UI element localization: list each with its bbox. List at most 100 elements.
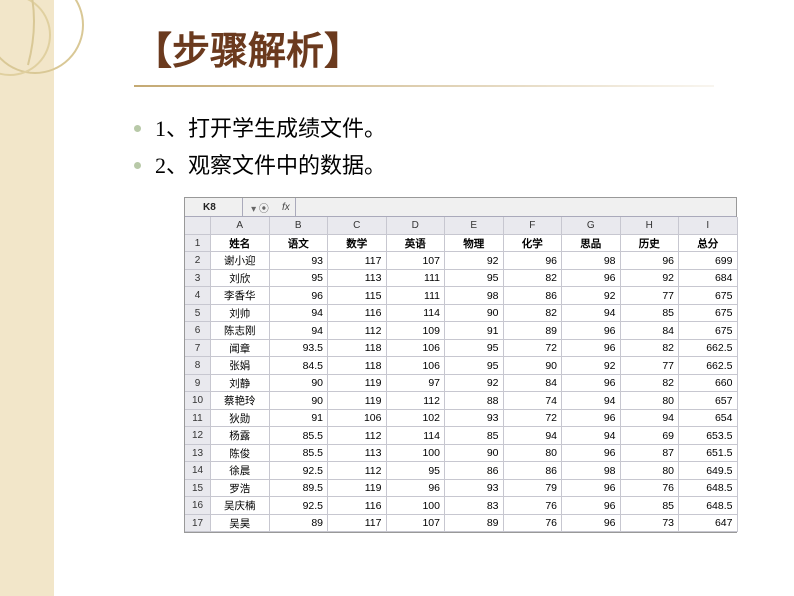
table-header-cell[interactable]: 英语 <box>387 235 446 253</box>
score-cell[interactable]: 92 <box>445 252 504 270</box>
row-header-8[interactable]: 8 <box>185 357 211 375</box>
score-cell[interactable]: 95 <box>445 357 504 375</box>
row-header-4[interactable]: 4 <box>185 287 211 305</box>
score-cell[interactable]: 77 <box>621 357 680 375</box>
score-cell[interactable]: 649.5 <box>679 462 738 480</box>
score-cell[interactable]: 111 <box>387 287 446 305</box>
score-cell[interactable]: 96 <box>562 410 621 428</box>
score-cell[interactable]: 88 <box>445 392 504 410</box>
score-cell[interactable]: 84.5 <box>270 357 329 375</box>
row-header-12[interactable]: 12 <box>185 427 211 445</box>
score-cell[interactable]: 86 <box>445 462 504 480</box>
score-cell[interactable]: 86 <box>504 287 563 305</box>
score-cell[interactable]: 91 <box>445 322 504 340</box>
score-cell[interactable]: 662.5 <box>679 357 738 375</box>
row-header-1[interactable]: 1 <box>185 235 211 253</box>
score-cell[interactable]: 97 <box>387 375 446 393</box>
score-cell[interactable]: 107 <box>387 515 446 533</box>
table-header-cell[interactable]: 物理 <box>445 235 504 253</box>
spreadsheet-grid[interactable]: ABCDEFGHI1姓名语文数学英语物理化学思品历史总分2谢小迎93117107… <box>185 217 736 532</box>
column-header-E[interactable]: E <box>445 217 504 235</box>
score-cell[interactable]: 107 <box>387 252 446 270</box>
column-header-F[interactable]: F <box>504 217 563 235</box>
score-cell[interactable]: 116 <box>328 497 387 515</box>
score-cell[interactable]: 96 <box>387 480 446 498</box>
table-header-cell[interactable]: 数学 <box>328 235 387 253</box>
score-cell[interactable]: 92.5 <box>270 497 329 515</box>
score-cell[interactable]: 112 <box>328 427 387 445</box>
table-header-cell[interactable]: 总分 <box>679 235 738 253</box>
score-cell[interactable]: 82 <box>504 270 563 288</box>
score-cell[interactable]: 72 <box>504 340 563 358</box>
column-header-D[interactable]: D <box>387 217 446 235</box>
row-header-14[interactable]: 14 <box>185 462 211 480</box>
student-name-cell[interactable]: 陈俊 <box>211 445 270 463</box>
score-cell[interactable]: 92 <box>445 375 504 393</box>
score-cell[interactable]: 106 <box>387 357 446 375</box>
formula-dropdown-icon[interactable]: ▾ ⦿ <box>243 200 277 215</box>
student-name-cell[interactable]: 蔡艳玲 <box>211 392 270 410</box>
score-cell[interactable]: 98 <box>562 462 621 480</box>
score-cell[interactable]: 98 <box>445 287 504 305</box>
score-cell[interactable]: 119 <box>328 392 387 410</box>
student-name-cell[interactable]: 狄勋 <box>211 410 270 428</box>
score-cell[interactable]: 89 <box>270 515 329 533</box>
table-header-cell[interactable]: 历史 <box>621 235 680 253</box>
student-name-cell[interactable]: 闻章 <box>211 340 270 358</box>
row-header-9[interactable]: 9 <box>185 375 211 393</box>
score-cell[interactable]: 92 <box>621 270 680 288</box>
score-cell[interactable]: 647 <box>679 515 738 533</box>
row-header-5[interactable]: 5 <box>185 305 211 323</box>
score-cell[interactable]: 109 <box>387 322 446 340</box>
score-cell[interactable]: 85 <box>621 497 680 515</box>
score-cell[interactable]: 84 <box>621 322 680 340</box>
score-cell[interactable]: 96 <box>621 252 680 270</box>
score-cell[interactable]: 77 <box>621 287 680 305</box>
score-cell[interactable]: 648.5 <box>679 497 738 515</box>
score-cell[interactable]: 111 <box>387 270 446 288</box>
score-cell[interactable]: 675 <box>679 322 738 340</box>
student-name-cell[interactable]: 刘静 <box>211 375 270 393</box>
score-cell[interactable]: 85 <box>621 305 680 323</box>
score-cell[interactable]: 113 <box>328 445 387 463</box>
score-cell[interactable]: 91 <box>270 410 329 428</box>
score-cell[interactable]: 87 <box>621 445 680 463</box>
score-cell[interactable]: 114 <box>387 305 446 323</box>
score-cell[interactable]: 89.5 <box>270 480 329 498</box>
score-cell[interactable]: 85 <box>445 427 504 445</box>
score-cell[interactable]: 96 <box>562 375 621 393</box>
row-header-17[interactable]: 17 <box>185 515 211 533</box>
student-name-cell[interactable]: 刘欣 <box>211 270 270 288</box>
score-cell[interactable]: 648.5 <box>679 480 738 498</box>
student-name-cell[interactable]: 徐晨 <box>211 462 270 480</box>
score-cell[interactable]: 96 <box>562 322 621 340</box>
student-name-cell[interactable]: 李香华 <box>211 287 270 305</box>
score-cell[interactable]: 76 <box>504 515 563 533</box>
score-cell[interactable]: 117 <box>328 252 387 270</box>
score-cell[interactable]: 92 <box>562 357 621 375</box>
score-cell[interactable]: 94 <box>562 305 621 323</box>
name-box[interactable]: K8 <box>185 198 243 216</box>
score-cell[interactable]: 96 <box>562 497 621 515</box>
score-cell[interactable]: 96 <box>562 340 621 358</box>
score-cell[interactable]: 100 <box>387 497 446 515</box>
student-name-cell[interactable]: 罗浩 <box>211 480 270 498</box>
score-cell[interactable]: 93.5 <box>270 340 329 358</box>
score-cell[interactable]: 100 <box>387 445 446 463</box>
score-cell[interactable]: 93 <box>445 410 504 428</box>
score-cell[interactable]: 96 <box>562 515 621 533</box>
row-header-7[interactable]: 7 <box>185 340 211 358</box>
score-cell[interactable]: 95 <box>445 270 504 288</box>
score-cell[interactable]: 116 <box>328 305 387 323</box>
score-cell[interactable]: 76 <box>504 497 563 515</box>
score-cell[interactable]: 69 <box>621 427 680 445</box>
student-name-cell[interactable]: 陈志刚 <box>211 322 270 340</box>
score-cell[interactable]: 119 <box>328 480 387 498</box>
score-cell[interactable]: 96 <box>562 270 621 288</box>
score-cell[interactable]: 96 <box>270 287 329 305</box>
score-cell[interactable]: 675 <box>679 287 738 305</box>
score-cell[interactable]: 94 <box>621 410 680 428</box>
score-cell[interactable]: 90 <box>270 375 329 393</box>
score-cell[interactable]: 94 <box>270 305 329 323</box>
score-cell[interactable]: 95 <box>387 462 446 480</box>
